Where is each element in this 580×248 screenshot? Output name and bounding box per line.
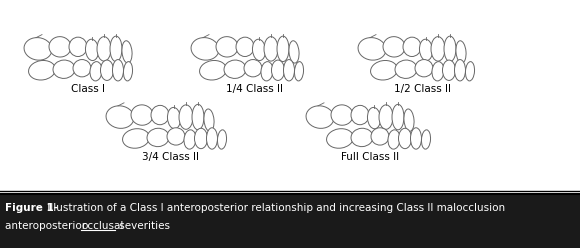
- Ellipse shape: [206, 128, 218, 149]
- Ellipse shape: [28, 61, 56, 80]
- Ellipse shape: [224, 60, 246, 78]
- Text: 1/2 Class II: 1/2 Class II: [393, 84, 451, 93]
- Ellipse shape: [244, 60, 262, 77]
- Ellipse shape: [216, 37, 238, 57]
- Ellipse shape: [431, 37, 445, 61]
- Ellipse shape: [124, 62, 133, 81]
- Ellipse shape: [194, 128, 208, 149]
- Ellipse shape: [53, 60, 75, 78]
- Ellipse shape: [392, 104, 404, 130]
- Ellipse shape: [85, 39, 99, 61]
- Ellipse shape: [184, 130, 196, 149]
- Ellipse shape: [122, 129, 150, 148]
- Text: 3/4 Class II: 3/4 Class II: [142, 152, 198, 162]
- Ellipse shape: [383, 37, 405, 57]
- Text: Figure 1-: Figure 1-: [5, 203, 58, 213]
- Ellipse shape: [368, 107, 380, 129]
- Ellipse shape: [218, 130, 227, 149]
- Ellipse shape: [151, 105, 169, 125]
- Ellipse shape: [411, 128, 422, 149]
- Ellipse shape: [204, 109, 214, 131]
- Ellipse shape: [179, 105, 193, 129]
- Ellipse shape: [327, 129, 353, 148]
- Ellipse shape: [24, 38, 52, 60]
- Ellipse shape: [371, 61, 397, 80]
- Ellipse shape: [351, 105, 369, 125]
- Text: Full Class II: Full Class II: [341, 152, 399, 162]
- Ellipse shape: [419, 39, 433, 61]
- Ellipse shape: [289, 41, 299, 63]
- Ellipse shape: [110, 36, 122, 62]
- Ellipse shape: [456, 41, 466, 63]
- Ellipse shape: [351, 128, 373, 147]
- Ellipse shape: [261, 62, 273, 81]
- Ellipse shape: [147, 128, 169, 147]
- Ellipse shape: [113, 60, 124, 81]
- Ellipse shape: [100, 60, 114, 80]
- Ellipse shape: [200, 61, 226, 80]
- Ellipse shape: [404, 109, 414, 131]
- Ellipse shape: [168, 107, 180, 129]
- Ellipse shape: [432, 62, 444, 81]
- Ellipse shape: [73, 60, 91, 77]
- Ellipse shape: [358, 38, 386, 60]
- Text: anteroposterior: anteroposterior: [5, 221, 89, 231]
- Ellipse shape: [90, 62, 102, 81]
- Ellipse shape: [395, 60, 417, 78]
- Ellipse shape: [443, 60, 455, 80]
- Ellipse shape: [403, 37, 421, 57]
- Text: Illustration of a Class I anteroposterior relationship and increasing Class II m: Illustration of a Class I anteroposterio…: [44, 203, 505, 213]
- Ellipse shape: [371, 128, 389, 145]
- Ellipse shape: [191, 38, 219, 60]
- Ellipse shape: [277, 36, 289, 62]
- Ellipse shape: [388, 130, 400, 149]
- Ellipse shape: [69, 37, 87, 57]
- Ellipse shape: [106, 106, 134, 128]
- Ellipse shape: [167, 128, 185, 145]
- Ellipse shape: [49, 37, 71, 57]
- Ellipse shape: [444, 36, 456, 62]
- Ellipse shape: [466, 62, 474, 81]
- Ellipse shape: [422, 130, 430, 149]
- Text: severities: severities: [116, 221, 170, 231]
- Ellipse shape: [252, 39, 266, 61]
- Ellipse shape: [192, 104, 204, 130]
- Text: occlusal: occlusal: [81, 221, 124, 231]
- Ellipse shape: [97, 37, 111, 61]
- Ellipse shape: [264, 37, 278, 61]
- Ellipse shape: [398, 128, 411, 149]
- Text: Class I: Class I: [71, 84, 105, 93]
- Ellipse shape: [306, 106, 334, 128]
- Ellipse shape: [415, 60, 433, 77]
- Ellipse shape: [271, 60, 285, 80]
- Ellipse shape: [455, 60, 466, 81]
- Ellipse shape: [284, 60, 295, 81]
- Ellipse shape: [379, 105, 393, 129]
- Ellipse shape: [295, 62, 303, 81]
- Ellipse shape: [236, 37, 254, 57]
- Ellipse shape: [331, 105, 353, 125]
- Ellipse shape: [122, 41, 132, 63]
- Text: 1/4 Class II: 1/4 Class II: [227, 84, 284, 93]
- Ellipse shape: [131, 105, 153, 125]
